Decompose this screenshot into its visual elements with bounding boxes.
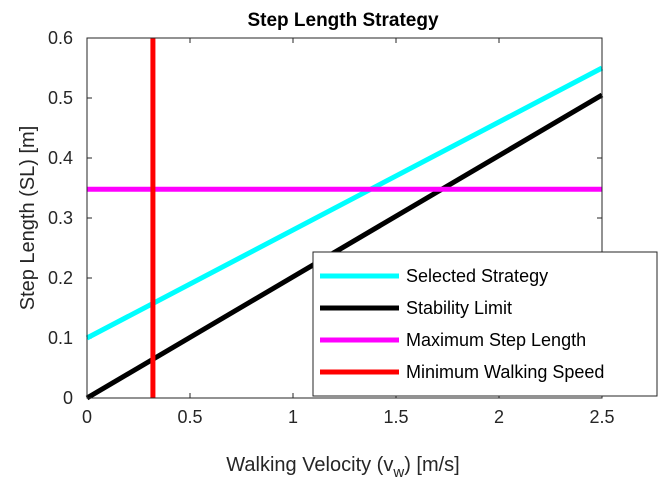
y-tick-label: 0.4 bbox=[48, 148, 73, 168]
x-tick-label: 1.5 bbox=[383, 407, 408, 427]
x-axis-label: Walking Velocity (vw) [m/s] bbox=[226, 454, 459, 481]
y-tick-label: 0.5 bbox=[48, 88, 73, 108]
chart-title: Step Length Strategy bbox=[247, 10, 439, 31]
legend-label: Stability Limit bbox=[406, 298, 512, 318]
y-axis-label: Step Length (SL) [m] bbox=[17, 126, 39, 311]
x-tick-label: 0 bbox=[82, 407, 92, 427]
y-tick-label: 0.6 bbox=[48, 28, 73, 48]
x-axis-label-main: Walking Velocity (v bbox=[226, 454, 393, 476]
y-tick-label: 0 bbox=[63, 388, 73, 408]
x-tick-label: 2 bbox=[494, 407, 504, 427]
y-tick-label: 0.2 bbox=[48, 268, 73, 288]
series-lines bbox=[85, 38, 604, 401]
x-axis-label-subscript: w bbox=[392, 464, 404, 481]
y-axis-ticks: 0 0.1 0.2 0.3 0.4 0.5 0.6 bbox=[48, 28, 602, 408]
legend: Selected Strategy Stability Limit Maximum … bbox=[312, 251, 658, 397]
x-tick-label: 1 bbox=[288, 407, 298, 427]
legend-label: Maximum Step Length bbox=[406, 330, 586, 350]
y-tick-label: 0.3 bbox=[48, 208, 73, 228]
x-tick-label: 0.5 bbox=[177, 407, 202, 427]
x-axis-label-suffix: ) [m/s] bbox=[404, 454, 460, 476]
series-line-selected-strategy bbox=[85, 65, 604, 341]
series-line-stability-limit bbox=[85, 92, 604, 401]
legend-label: Selected Strategy bbox=[406, 266, 548, 286]
legend-label: Minimum Walking Speed bbox=[406, 362, 604, 382]
y-tick-label: 0.1 bbox=[48, 328, 73, 348]
axes-box bbox=[86, 37, 603, 399]
x-tick-label: 2.5 bbox=[589, 407, 614, 427]
